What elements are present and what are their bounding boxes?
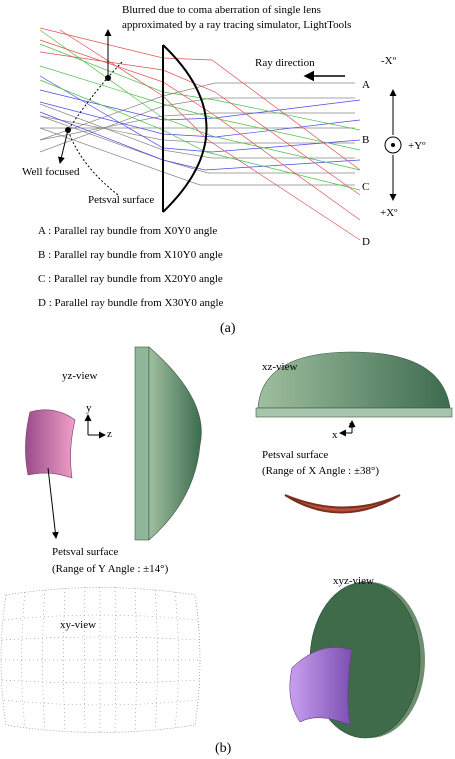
rays [39, 27, 402, 241]
pointer [58, 129, 69, 164]
axis-label: z [349, 419, 354, 431]
angle-label: +Yº [408, 140, 426, 152]
yz-view [25, 346, 202, 541]
axis-label: x [332, 429, 338, 441]
annotation: Blurred due to coma aberration of single… [122, 4, 321, 16]
xyz-view [289, 581, 425, 739]
bundle-label: B [362, 134, 369, 146]
angle-label: +Xº [380, 207, 398, 219]
label: Well focused [22, 166, 80, 178]
axis-label: y [86, 402, 92, 414]
view-title: xy-view [60, 619, 96, 631]
view-title: yz-view [62, 370, 97, 382]
xz-view [255, 351, 453, 514]
lens [162, 44, 208, 213]
label: (Range of X Angle : ±38°) [262, 465, 379, 477]
label: (Range of Y Angle : ±14°) [52, 563, 169, 575]
caption: (b) [215, 741, 232, 756]
axis-label: z [107, 428, 112, 440]
bundle-label: A [362, 79, 370, 91]
label: Ray direction [255, 57, 315, 69]
label: Petsval surface [52, 546, 118, 558]
view-title: xyz-view [333, 575, 374, 587]
legend-item: C : Parallel ray bundle from X20Y0 angle [38, 273, 223, 285]
axis-dot [391, 143, 395, 147]
axis-circle [384, 136, 402, 154]
legend-item: A : Parallel ray bundle from X0Y0 angle [38, 225, 217, 237]
bundle-label: D [362, 236, 370, 248]
label: Petsval surface [88, 194, 154, 206]
legend-item: D : Parallel ray bundle from X30Y0 angle [38, 297, 224, 309]
angle-label: -Xº [381, 55, 397, 67]
bundle-label: C [362, 181, 369, 193]
label: Petsval surface [262, 449, 328, 461]
view-title: xz-view [262, 361, 297, 373]
annotation: approximated by a ray tracing simulator,… [122, 19, 351, 31]
xy-view [0, 586, 201, 733]
legend-item: B : Parallel ray bundle from X10Y0 angle [38, 249, 223, 261]
caption: (a) [220, 321, 236, 336]
